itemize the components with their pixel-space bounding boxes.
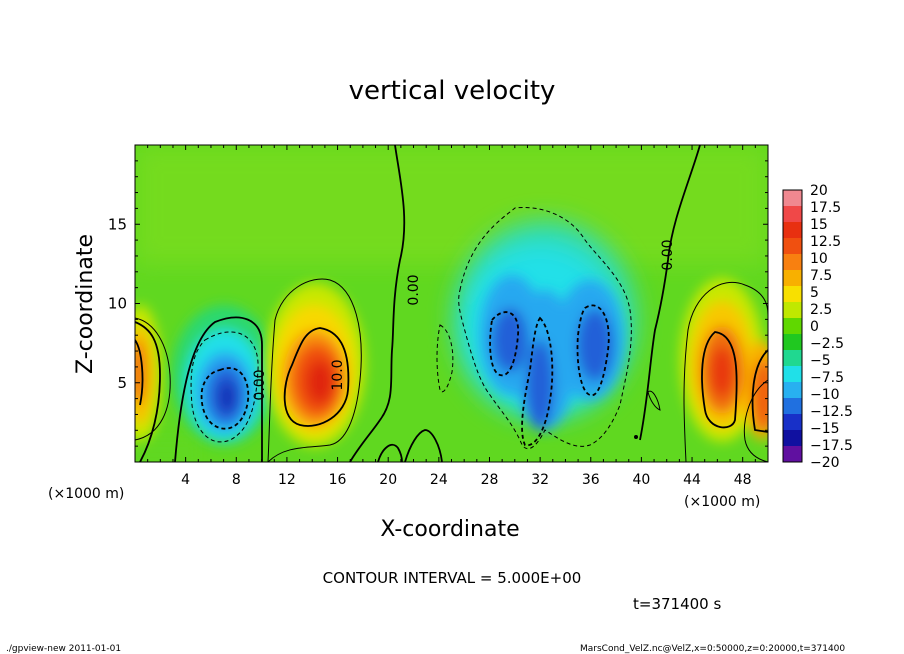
y-axis-label: Z-coordinate: [73, 234, 98, 374]
colorbar-tick-label: −10: [810, 387, 840, 403]
colorbar-tick-label: −15: [810, 421, 840, 437]
time-label: t=371400 s: [633, 595, 721, 613]
x-tick-label: 32: [531, 472, 549, 488]
colorbar-tick-label: −5: [810, 353, 831, 369]
x-axis: 4 8 12 16 20 24 28 32 36 40 44 48: [147, 145, 756, 488]
x-tick-label: 28: [481, 472, 499, 488]
colorbar-tick-label: 17.5: [810, 200, 841, 216]
colorbar-swatch: [783, 366, 802, 383]
colorbar-swatch: [783, 334, 802, 351]
chart-title: vertical velocity: [348, 76, 556, 106]
colorbar-swatch: [783, 446, 802, 463]
x-tick-label: 48: [734, 472, 752, 488]
x-unit-label-right: (×1000 m): [684, 494, 760, 510]
x-tick-label: 4: [181, 472, 190, 488]
x-tick-label: 36: [582, 472, 600, 488]
contour-interval-label: CONTOUR INTERVAL = 5.000E+00: [323, 569, 582, 587]
colorbar-tick-label: 2.5: [810, 302, 832, 318]
colorbar-swatch: [783, 190, 802, 207]
colorbar-swatch: [783, 222, 802, 239]
x-tick-label: 8: [232, 472, 241, 488]
contour-label: 0.00: [406, 274, 422, 305]
colorbar-tick-label: 12.5: [810, 234, 841, 250]
colorbar-swatch: [783, 430, 802, 447]
heatmap-field: [135, 145, 768, 462]
x-tick-label: 12: [278, 472, 296, 488]
contour-lines: [135, 145, 768, 462]
contour-labels: 0.00 0.00 10.0 0.00: [252, 239, 676, 400]
contour-label: 10.0: [330, 359, 346, 390]
colorbar-swatch: [783, 318, 802, 335]
colorbar-tick-label: −17.5: [810, 438, 853, 454]
contour-label: 0.00: [252, 369, 268, 400]
colorbar-tick-label: 0: [810, 319, 819, 335]
x-tick-label: 16: [329, 472, 347, 488]
colorbar-swatch: [783, 302, 802, 319]
x-axis-label: X-coordinate: [380, 517, 519, 542]
contour-label: 0.00: [660, 239, 676, 270]
colorbar-tick-label: 5: [810, 285, 819, 301]
colorbar-swatch: [783, 286, 802, 303]
colorbar-swatch: [783, 398, 802, 415]
colorbar-swatch: [783, 414, 802, 431]
x-tick-label: 24: [430, 472, 448, 488]
colorbar-tick-label: 10: [810, 251, 828, 267]
colorbar-tick-label: −7.5: [810, 370, 844, 386]
colorbar-swatch: [783, 254, 802, 271]
colorbar-swatch: [783, 382, 802, 399]
y-axis: 5 10 15: [108, 160, 768, 447]
footer-right: MarsCond_VelZ.nc@VelZ,x=0:50000,z=0:2000…: [580, 644, 845, 654]
x-unit-label: (×1000 m): [48, 486, 124, 502]
x-tick-label: 40: [632, 472, 650, 488]
colorbar-swatch: [783, 206, 802, 223]
colorbar-tick-label: −12.5: [810, 404, 853, 420]
colorbar-tick-label: −20: [810, 455, 840, 471]
footer-left: ./gpview-new 2011-01-01: [6, 644, 121, 654]
colorbar-tick-label: 20: [810, 183, 828, 199]
colorbar-tick-label: −2.5: [810, 336, 844, 352]
x-tick-label: 44: [683, 472, 701, 488]
colorbar-tick-label: 7.5: [810, 268, 832, 284]
colorbar: 2017.51512.5107.552.50−2.5−5−7.5−10−12.5…: [782, 183, 853, 471]
y-tick-label: 15: [108, 215, 127, 233]
y-tick-label: 5: [117, 374, 127, 392]
x-tick-label: 20: [379, 472, 397, 488]
colorbar-tick-label: 15: [810, 217, 828, 233]
colorbar-frame: [782, 189, 803, 463]
colorbar-swatch: [783, 270, 802, 287]
colorbar-swatch: [783, 350, 802, 367]
colorbar-swatch: [783, 238, 802, 255]
y-tick-label: 10: [108, 295, 127, 313]
